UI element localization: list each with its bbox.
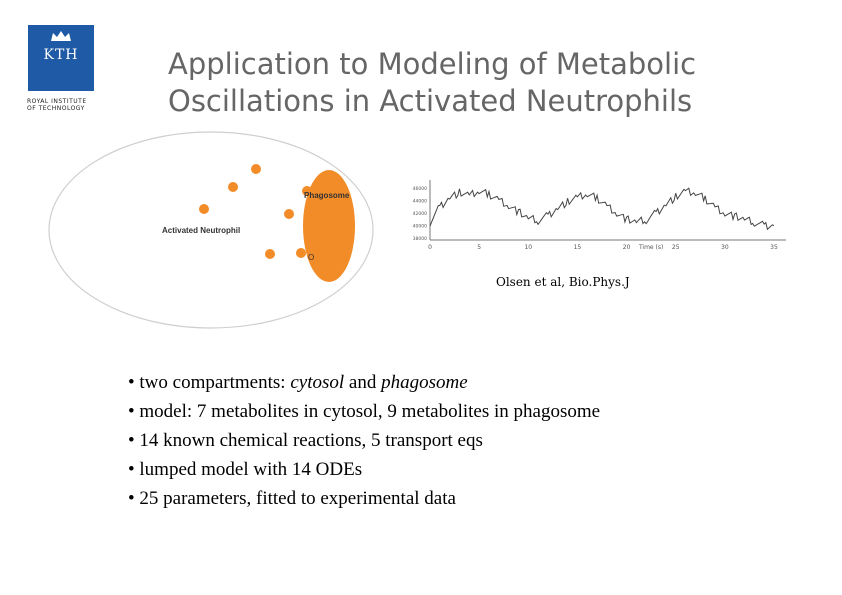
x-tick-label: 0 xyxy=(428,244,432,251)
cell-label: Activated Neutrophil xyxy=(162,226,240,235)
y-tick-label: 40000 xyxy=(413,224,427,230)
metabolite-dot xyxy=(251,164,261,174)
x-tick-label: 35 xyxy=(770,244,778,251)
x-tick-label: 10 xyxy=(524,244,532,251)
bullet-item: • lumped model with 14 ODEs xyxy=(128,459,363,480)
cell-outline xyxy=(48,131,374,329)
citation: Olsen et al, Bio.Phys.J xyxy=(496,275,630,289)
cytosol-term: cytosol xyxy=(290,372,345,393)
series-line xyxy=(429,187,775,231)
kth-logo: KTH ROYAL INSTITUTE OF TECHNOLOGY xyxy=(27,25,97,112)
neutrophil-diagram: Activated Neutrophil Phagosome O xyxy=(48,131,374,329)
metabolite-dot xyxy=(199,204,209,214)
bullet-text: • two compartments: xyxy=(128,372,291,393)
metabolite-dot xyxy=(228,182,238,192)
kth-subtitle-line1: ROYAL INSTITUTE xyxy=(27,98,87,105)
metabolite-dot xyxy=(302,186,312,196)
y-tick-label: 42000 xyxy=(413,211,427,217)
y-tick-label: 46000 xyxy=(413,186,427,192)
metabolite-dot xyxy=(265,249,275,259)
y-tick-label: 38000 xyxy=(413,236,427,242)
x-tick-label: 30 xyxy=(721,244,729,251)
kth-logo-subtitle: ROYAL INSTITUTE OF TECHNOLOGY xyxy=(27,98,97,112)
metabolite-dot xyxy=(296,248,306,258)
kth-logo-box: KTH xyxy=(28,25,94,91)
bullet-item: • model: 7 metabolites in cytosol, 9 met… xyxy=(128,401,601,422)
bullet-item: • 14 known chemical reactions, 5 transpo… xyxy=(128,430,483,451)
x-tick-label: 5 xyxy=(477,244,481,251)
bullet-text: and xyxy=(344,372,382,393)
x-ticks: 0 5 10 15 20 25 30 35 xyxy=(428,244,778,251)
slide-title-line2: Oscillations in Activated Neutrophils xyxy=(168,84,693,118)
small-label: O xyxy=(308,253,314,262)
x-tick-label: 20 xyxy=(623,244,631,251)
x-tick-label: 25 xyxy=(672,244,680,251)
bullet-item: • 25 parameters, fitted to experimental … xyxy=(128,488,456,509)
phagosome-label: Phagosome xyxy=(304,191,350,200)
bullet-list: • two compartments: cytosol and phagosom… xyxy=(128,368,600,513)
bullet-item: • two compartments: cytosol and phagosom… xyxy=(128,368,600,397)
kth-logo-text: KTH xyxy=(43,47,79,63)
slide-title: Application to Modeling of Metabolic Osc… xyxy=(168,46,808,120)
kth-subtitle-line2: OF TECHNOLOGY xyxy=(27,105,85,112)
x-tick-label: 15 xyxy=(574,244,582,251)
crown-icon xyxy=(51,31,71,41)
y-ticks: 46000 44000 42000 40000 38000 xyxy=(413,186,427,242)
slide-title-line1: Application to Modeling of Metabolic xyxy=(168,47,697,81)
x-axis-label: Time (s) xyxy=(638,244,663,251)
metabolite-dot xyxy=(284,209,294,219)
phagosome-shape xyxy=(303,170,355,282)
oscillation-chart: 0 5 10 15 20 25 30 35 46000 44000 42000 40000 38000… xyxy=(413,180,786,251)
phagosome-term: phagosome xyxy=(381,372,468,393)
y-tick-label: 44000 xyxy=(413,199,427,205)
